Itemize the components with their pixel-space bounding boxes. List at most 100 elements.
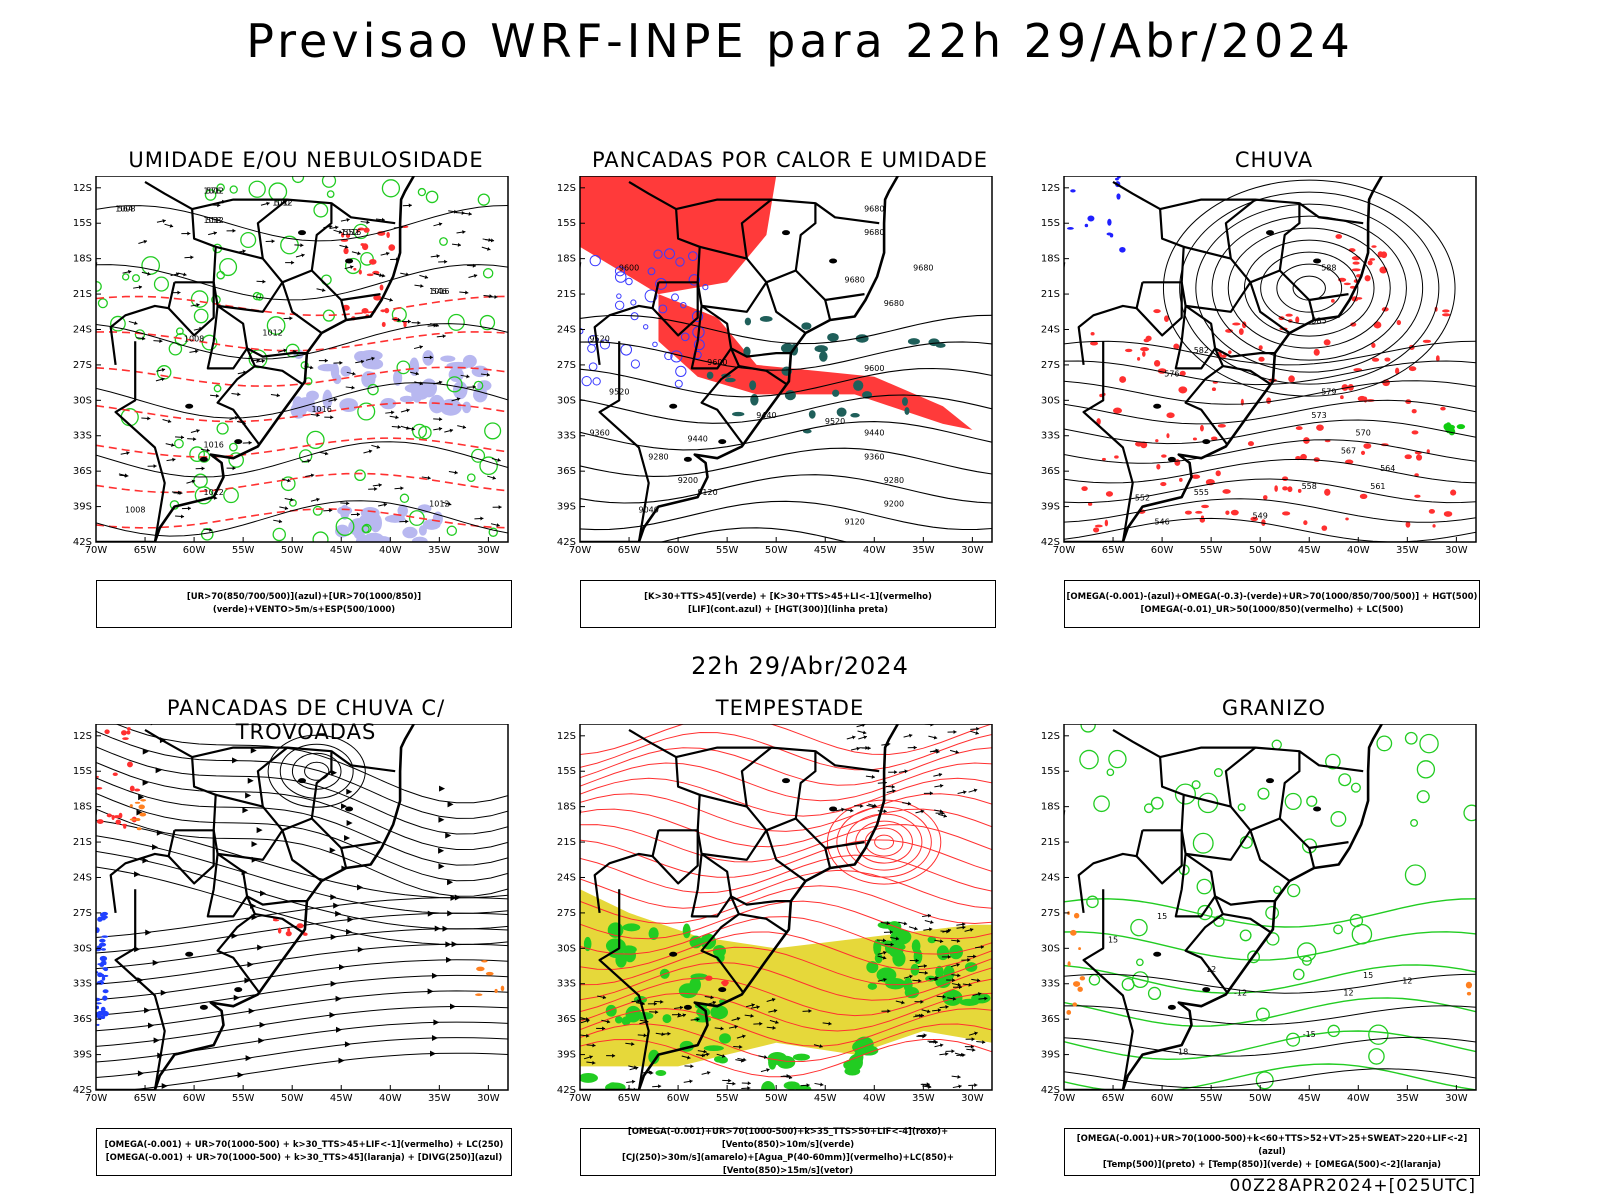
lc-850-contour <box>580 946 992 986</box>
temp-850-contour <box>1350 782 1361 793</box>
vector-head <box>687 1055 691 1060</box>
lif-contour <box>588 362 598 372</box>
vector-head <box>283 348 287 353</box>
rain-area <box>1369 258 1376 261</box>
height-300-line <box>580 447 992 477</box>
lake <box>234 439 243 445</box>
vector-head <box>945 1051 949 1056</box>
rain-area <box>1360 450 1366 455</box>
omega-500-area <box>1072 1002 1078 1007</box>
vector-head <box>871 774 875 779</box>
humidity-low-contour <box>479 456 498 476</box>
humidity-low-contour <box>361 524 370 534</box>
vector-head <box>310 473 315 478</box>
humidity-low-contour <box>153 276 170 292</box>
vector-head <box>660 999 664 1004</box>
thunder-weak-area <box>475 993 483 997</box>
lake <box>782 230 790 236</box>
temp-850-contour <box>1404 864 1427 886</box>
thunder-area <box>296 923 304 929</box>
map-content: 1012 1012 1008 1012 1016 1016 1008 1012 1016 1016… <box>96 176 508 542</box>
vector-head <box>867 746 871 751</box>
lake <box>1313 258 1322 264</box>
rain-area <box>1114 455 1119 459</box>
rain-area <box>1210 436 1218 441</box>
vector-head <box>909 974 913 979</box>
omega-500-area <box>1066 1009 1072 1015</box>
humidity-mid-area <box>330 362 340 380</box>
contour-label: 576 <box>1164 370 1179 379</box>
humidity-low-contour <box>408 510 425 526</box>
thunder-area <box>96 775 99 778</box>
vector-head <box>883 977 887 982</box>
lat-label: 30S <box>1041 395 1060 406</box>
country-border <box>1214 347 1275 358</box>
lat-label: 42S <box>557 1085 576 1096</box>
vector-head <box>976 978 981 983</box>
lif-contour <box>599 339 611 350</box>
humidity-mid-area <box>340 365 352 377</box>
humidity-low-contour <box>312 531 329 542</box>
rain-area <box>1282 511 1291 516</box>
lon-label: 60W <box>1151 545 1174 556</box>
country-border <box>690 853 733 918</box>
humidity-low-contour <box>223 487 239 504</box>
legend-line: [Temp(500)](preto) + [Temp(850)](verde) … <box>1102 1159 1442 1170</box>
wind-850-area <box>943 965 955 981</box>
vector-head <box>278 519 283 524</box>
lon-label: 30W <box>961 545 984 556</box>
rain-area <box>1415 454 1423 461</box>
lon-label: 50W <box>1249 1093 1272 1104</box>
flow-arrow <box>138 794 145 801</box>
vector-head <box>586 1019 590 1023</box>
lon-label: 60W <box>1151 1093 1174 1104</box>
vector-head <box>287 478 291 483</box>
flow-arrow <box>333 902 340 909</box>
country-border <box>1077 282 1144 366</box>
wind-850-area <box>621 1016 631 1026</box>
vector-head <box>955 750 959 754</box>
precip-water-area <box>705 975 713 981</box>
legend-line: [CJ(250)>30m/s](amarelo)+[Agua_P(40-60mm… <box>621 1153 955 1176</box>
vector-head <box>153 464 157 469</box>
rain-area <box>1313 348 1320 356</box>
vector-head <box>742 1057 747 1062</box>
temp-850-contour <box>1130 918 1148 937</box>
country-border <box>1077 830 1144 914</box>
flow-arrow <box>156 829 163 836</box>
map-frame <box>95 176 509 543</box>
contour-label: 546 <box>1154 517 1169 526</box>
lon-label: 30W <box>1445 545 1468 556</box>
rain-area <box>1238 328 1244 335</box>
humidity-low-contour <box>477 193 490 206</box>
country-border <box>1224 746 1256 807</box>
legend-line: [LIF](cont.azul) + [HGT(300)](linha pret… <box>687 605 889 615</box>
vector-head <box>679 1005 684 1010</box>
vector-head <box>454 470 458 475</box>
lake <box>829 258 838 264</box>
vector-head <box>383 502 387 507</box>
streamline-vortex <box>267 734 366 808</box>
rain-area <box>1395 367 1400 375</box>
lon-label: 55W <box>716 545 739 556</box>
humidity-low-contour <box>326 190 335 198</box>
vector-head <box>406 426 410 430</box>
vector-head <box>602 995 607 1000</box>
lon-label: 30W <box>961 1093 984 1104</box>
divergence-area <box>100 1006 106 1013</box>
vector-head <box>915 958 919 963</box>
country-border <box>256 746 288 807</box>
vector-head <box>215 393 220 398</box>
contour-label: 567 <box>1341 446 1356 455</box>
vector-head <box>980 945 984 950</box>
rain-area <box>1090 341 1099 346</box>
vector-head <box>903 921 908 926</box>
rain-area <box>1105 491 1114 497</box>
vector-head <box>436 254 440 259</box>
contour-label: 9040 <box>638 505 658 514</box>
vector-head <box>242 249 246 254</box>
lif-contour <box>592 377 601 386</box>
flow-arrow <box>346 928 353 935</box>
